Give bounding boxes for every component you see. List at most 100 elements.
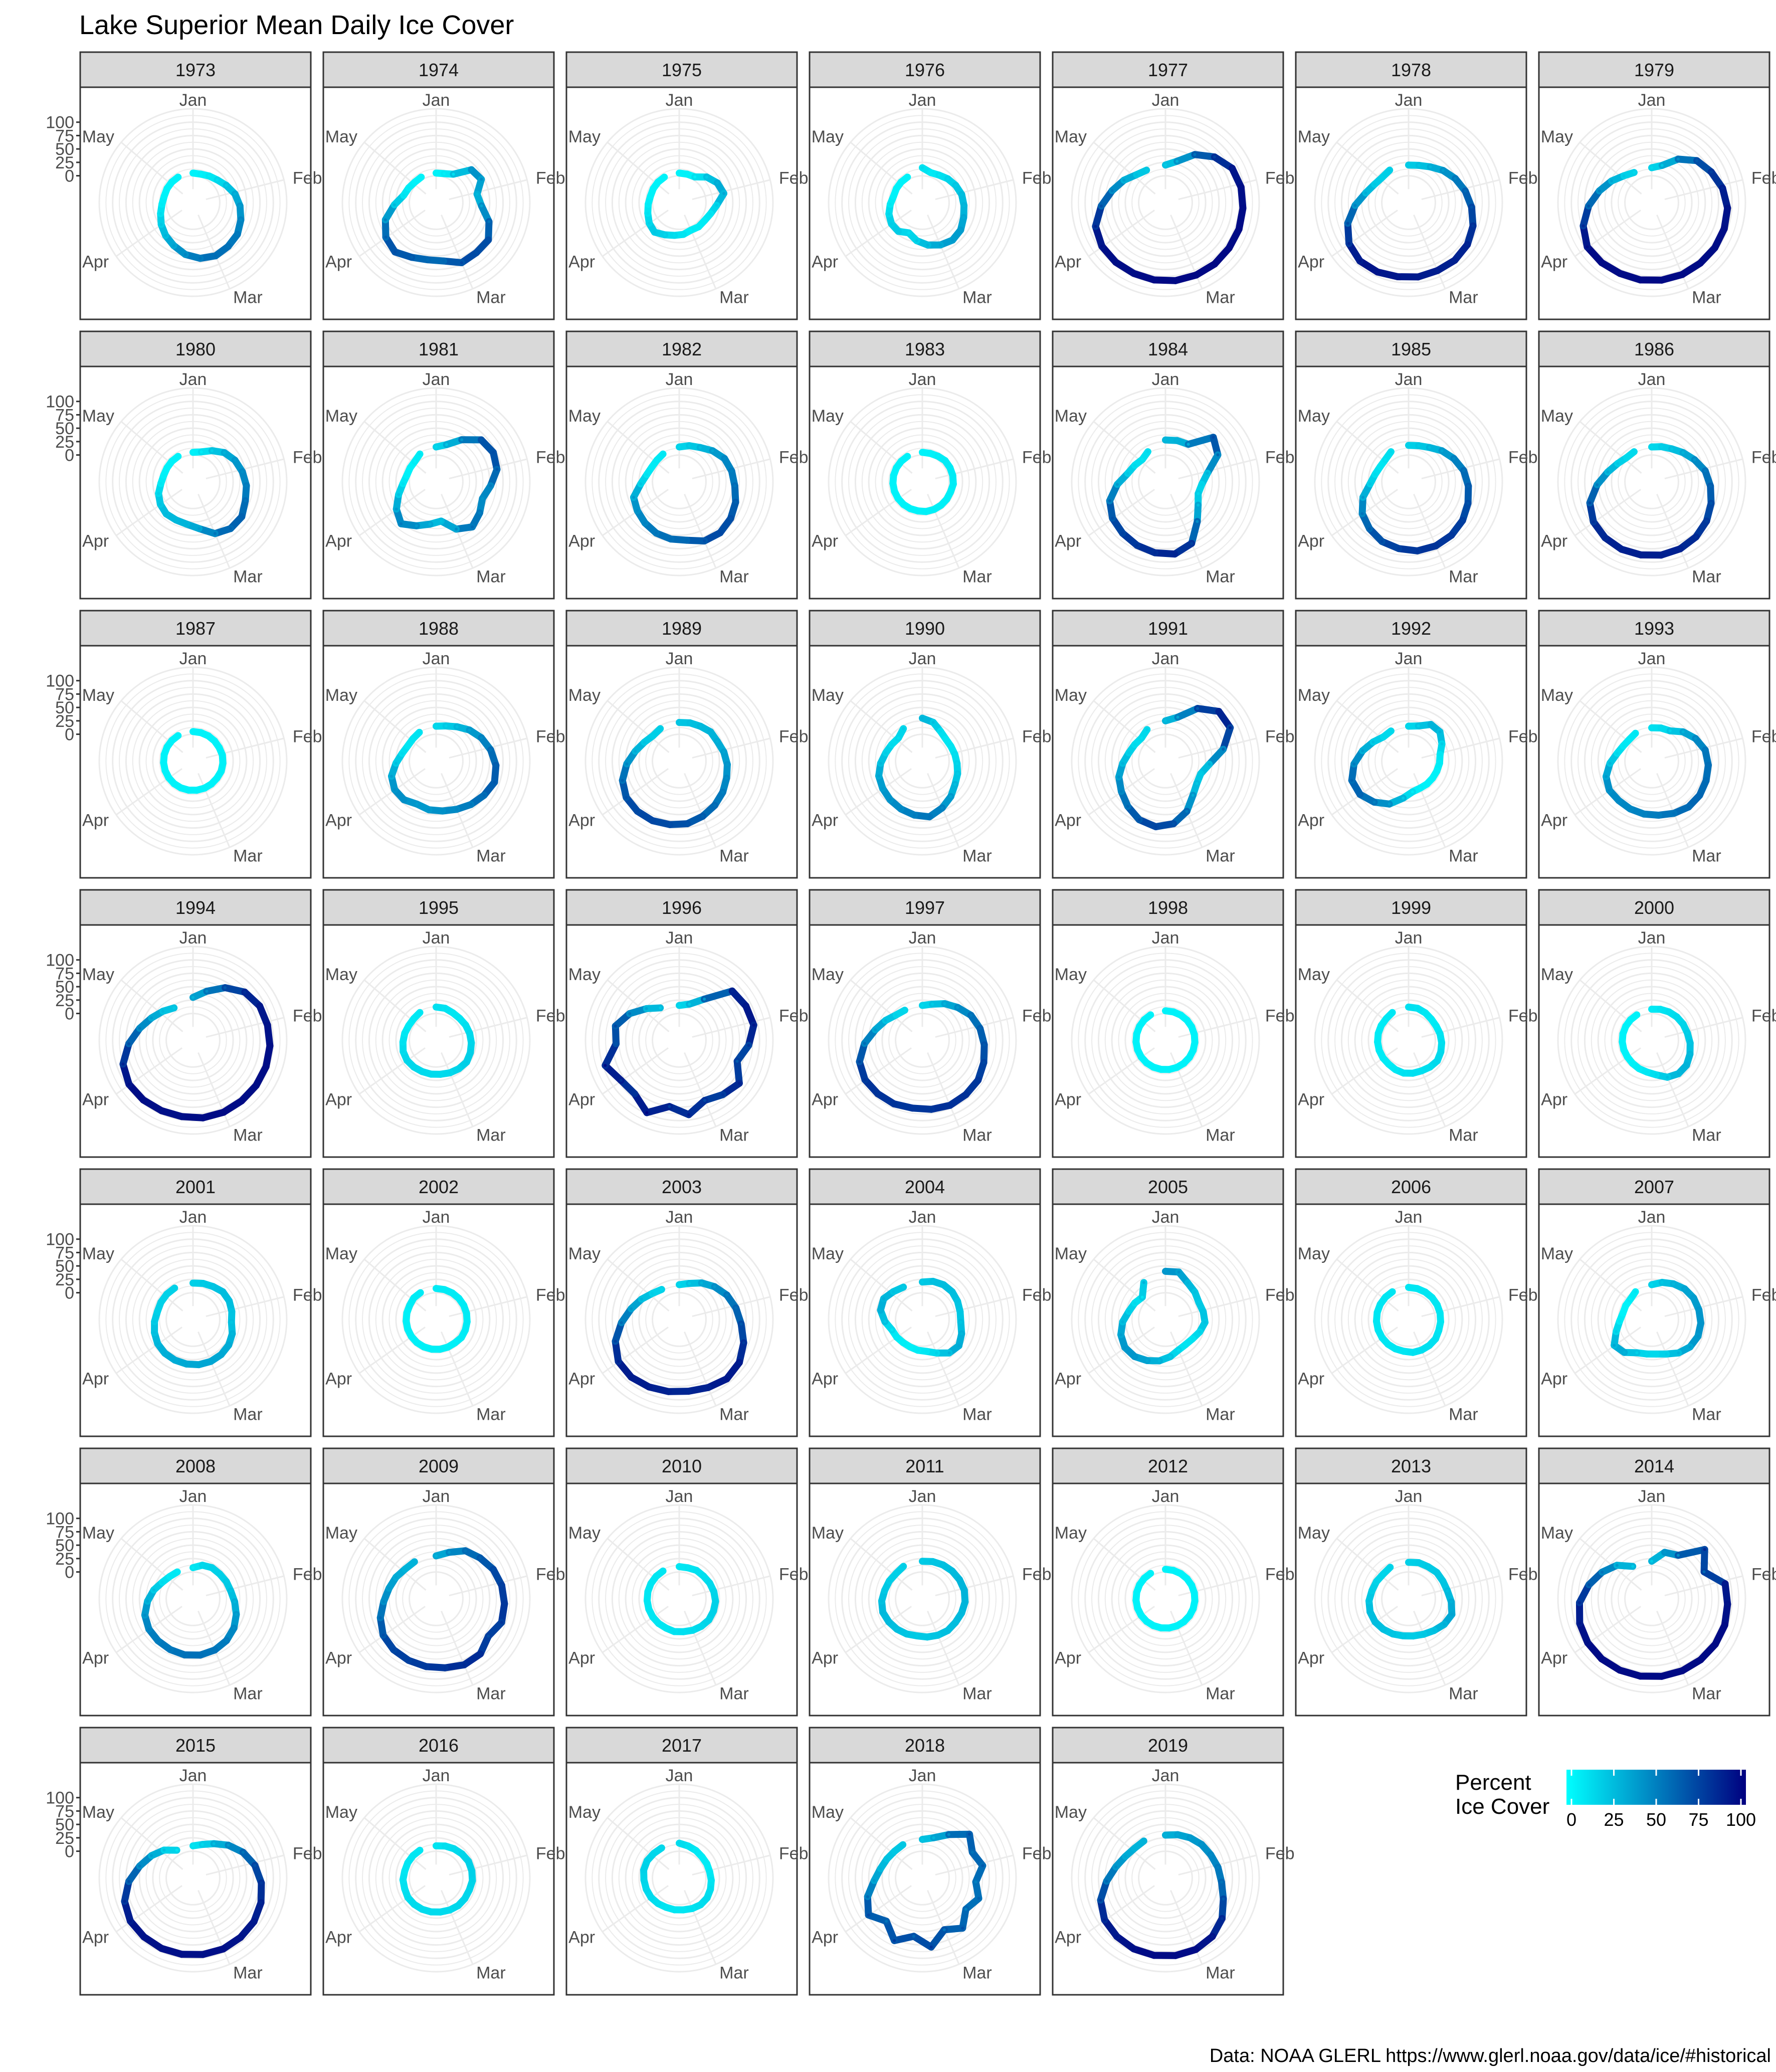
data-point [173, 1358, 176, 1362]
data-point [1650, 1560, 1653, 1563]
radial-tick-label: 50 [55, 1815, 74, 1834]
data-point [879, 762, 882, 765]
grid-spoke [845, 1047, 912, 1095]
data-point [1122, 178, 1126, 182]
data-point [1167, 1068, 1171, 1071]
series-segment [1138, 448, 1151, 463]
grid-spoke [206, 458, 284, 479]
data-point [199, 731, 203, 734]
grid-spoke [1088, 1885, 1155, 1933]
data-point [1670, 447, 1674, 451]
data-point [425, 1665, 428, 1668]
series-segment [1711, 225, 1728, 252]
month-label-mar: Mar [476, 1405, 506, 1424]
data-point [1402, 1634, 1405, 1637]
data-point [1672, 1282, 1675, 1285]
grid-spoke [607, 979, 670, 1032]
data-point [909, 507, 912, 510]
grid-spoke [1336, 141, 1399, 195]
data-point [394, 1575, 398, 1579]
series-segment [1380, 727, 1395, 740]
data-point [932, 1836, 935, 1839]
data-point [899, 460, 903, 463]
data-point [162, 195, 166, 198]
data-point [1587, 204, 1591, 208]
data-point [1191, 1337, 1194, 1341]
facet-plot-area [79, 365, 312, 600]
data-point [1172, 822, 1175, 826]
data-point [725, 1377, 728, 1381]
data-point [718, 531, 722, 534]
month-label-mar: Mar [233, 1684, 263, 1704]
grid-spoke [1331, 1047, 1398, 1095]
data-point [617, 1360, 620, 1363]
facet-strip-label: 1982 [662, 339, 702, 359]
data-point [630, 1307, 633, 1310]
data-point [175, 1570, 179, 1574]
series-segment [733, 1057, 743, 1087]
legend-tick-label: 0 [1566, 1809, 1576, 1830]
data-point [1389, 450, 1393, 454]
data-point [1213, 262, 1217, 266]
month-label-feb: Feb [1265, 448, 1295, 467]
data-point [1377, 1048, 1381, 1052]
data-point [1428, 1344, 1431, 1347]
series-segment [1576, 1619, 1592, 1646]
data-point [700, 1625, 703, 1628]
grid-spoke [115, 1327, 182, 1374]
month-label-may: May [82, 965, 114, 984]
data-point [441, 809, 444, 813]
data-point [382, 1600, 385, 1603]
data-point [468, 1888, 471, 1892]
series-segment [238, 1082, 260, 1104]
data-point [469, 1051, 472, 1054]
data-point [1171, 1569, 1175, 1572]
data-point [678, 1841, 681, 1845]
grid-spoke [684, 1890, 717, 1965]
grid-spoke [845, 1327, 912, 1374]
month-label-feb: Feb [536, 1844, 565, 1863]
series-segment [1225, 226, 1243, 252]
data-point [1600, 261, 1604, 264]
data-point [492, 451, 495, 454]
data-point [1222, 1897, 1225, 1901]
facet-strip [1295, 889, 1527, 926]
data-point [942, 1928, 946, 1932]
data-point [1434, 1337, 1437, 1341]
data-point [162, 753, 166, 757]
data-point [1660, 1280, 1664, 1284]
facet-strip [322, 610, 555, 647]
data-point [730, 989, 734, 993]
polar-grid [1314, 387, 1503, 577]
month-label-may: May [325, 686, 357, 705]
month-label-may: May [1298, 965, 1330, 984]
data-point [1115, 483, 1119, 486]
data-point [1441, 1579, 1445, 1583]
data-point [1470, 206, 1473, 209]
data-point [1634, 731, 1637, 735]
data-point [443, 1007, 447, 1010]
month-label-apr: Apr [1541, 811, 1567, 830]
data-point [891, 482, 895, 485]
data-point [1152, 1624, 1155, 1627]
data-point [172, 244, 175, 247]
legend-title-line: Percent [1455, 1770, 1531, 1795]
data-point [1600, 1657, 1604, 1660]
data-point [982, 1043, 986, 1047]
data-point [406, 1896, 410, 1899]
data-point [895, 1627, 899, 1631]
data-point [478, 511, 481, 515]
month-label-may: May [568, 407, 601, 426]
data-point [643, 740, 646, 744]
radial-tick-label: 25 [55, 1270, 74, 1289]
data-point [1441, 168, 1445, 172]
series-segment [402, 1558, 418, 1573]
data-point [1191, 794, 1195, 797]
data-point [197, 527, 201, 530]
data-point [1694, 535, 1698, 539]
month-label-feb: Feb [1265, 1844, 1295, 1863]
grid-spoke [1421, 1575, 1500, 1596]
ice-cover-series [1611, 1278, 1705, 1358]
data-point [467, 1859, 470, 1863]
